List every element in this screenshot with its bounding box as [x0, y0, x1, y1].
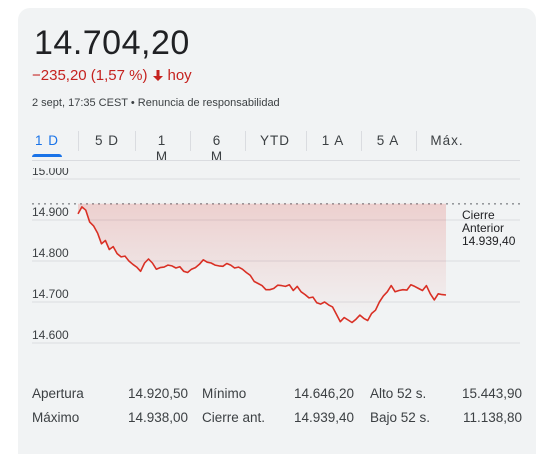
tabs-underline: [32, 160, 520, 161]
stats-row: Apertura 14.920,50 Mínimo 14.646,20 Alto…: [32, 386, 522, 406]
stat-label-open: Apertura: [32, 386, 84, 401]
range-tabs: 1 D 5 D 1 M 6 M YTD 1 A 5 A Máx.: [32, 131, 465, 164]
change-period: hoy: [167, 67, 192, 84]
tab-ytd[interactable]: YTD: [260, 133, 290, 148]
previous-close-label: Anterior: [462, 221, 504, 235]
stat-value-52w-low: 11.138,80: [462, 410, 522, 425]
y-tick-label: 14.800: [32, 246, 69, 260]
tab-1m[interactable]: 1 M: [155, 133, 169, 164]
tab-divider: [306, 131, 307, 151]
tab-5d[interactable]: 5 D: [95, 133, 120, 148]
quote-meta: 2 sept, 17:35 CEST • Renuncia de respons…: [32, 97, 280, 109]
stat-value-low: 14.646,20: [293, 386, 354, 401]
previous-close-label: 14.939,40: [462, 234, 516, 248]
stat-label-high: Máximo: [32, 410, 80, 425]
tab-divider: [416, 131, 417, 151]
tab-6m[interactable]: 6 M: [210, 133, 224, 164]
tab-divider: [361, 131, 362, 151]
tab-1d[interactable]: 1 D: [32, 133, 62, 157]
tab-divider: [190, 131, 191, 151]
disclaimer-link[interactable]: Renuncia de responsabilidad: [137, 97, 280, 109]
tab-5a[interactable]: 5 A: [376, 133, 400, 148]
y-tick-label: 14.600: [32, 328, 69, 342]
current-price: 14.704,20: [34, 24, 190, 62]
price-change: −235,20 (1,57 %) hoy: [32, 67, 192, 84]
stat-label-low: Mínimo: [202, 386, 247, 401]
tab-max[interactable]: Máx.: [430, 133, 464, 148]
timestamp: 2 sept, 17:35 CEST: [32, 97, 128, 109]
intraday-chart[interactable]: 15.000 14.900 14.800 14.700 14.600 CierreAnte…: [18, 168, 536, 368]
stat-label-prev-close: Cierre ant.: [202, 410, 266, 425]
stat-value-open: 14.920,50: [127, 386, 188, 401]
stat-value-high: 14.938,00: [127, 410, 188, 425]
tab-divider: [78, 131, 79, 151]
arrow-down-icon: [152, 70, 163, 81]
stats-row: Máximo 14.938,00 Cierre ant. 14.939,40 B…: [32, 410, 522, 430]
previous-close-label: Cierre: [462, 208, 495, 222]
tab-1a[interactable]: 1 A: [321, 133, 345, 148]
price-line: [77, 206, 447, 324]
meta-separator: •: [130, 97, 135, 109]
tab-divider: [245, 131, 246, 151]
stock-quote-card: 14.704,20 −235,20 (1,57 %) hoy 2 sept, 1…: [18, 8, 536, 454]
stat-value-52w-high: 15.443,90: [461, 386, 522, 401]
stat-value-prev-close: 14.939,40: [293, 410, 354, 425]
y-tick-label: 14.900: [32, 205, 69, 219]
y-tick-label: 14.700: [32, 287, 69, 301]
price-area: [78, 203, 446, 323]
stat-label-52w-low: Bajo 52 s.: [370, 410, 431, 425]
stat-label-52w-high: Alto 52 s.: [370, 386, 427, 401]
change-value: −235,20 (1,57 %): [32, 67, 148, 84]
tab-divider: [135, 131, 136, 151]
y-tick-label: 15.000: [32, 168, 69, 178]
